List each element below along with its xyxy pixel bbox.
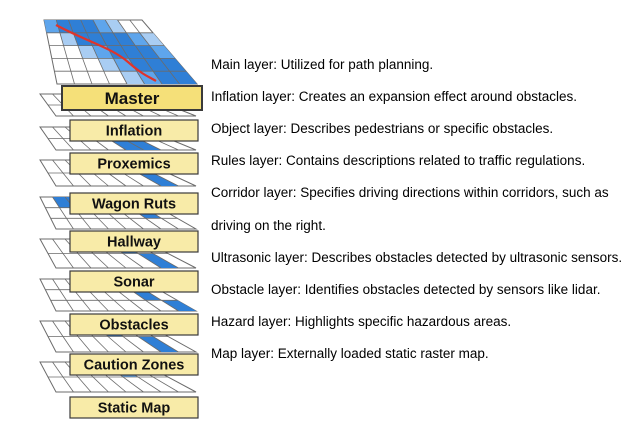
layer-description-5: Corridor layer: Specifies driving direct… [211, 185, 609, 200]
layer-label-box [69, 270, 199, 293]
grid-cell [113, 58, 137, 72]
layer-label-box [69, 230, 199, 253]
grid-cell [138, 336, 179, 352]
layer-label-text: Wagon Ruts [92, 197, 176, 213]
layer-description-1: Main layer: Utilized for path planning. [211, 57, 434, 72]
layer-label-1: Master [61, 85, 203, 111]
layer-label-box [69, 192, 199, 215]
layer-description-8: Obstacle layer: Identifies obstacles det… [211, 282, 601, 297]
layer-label-5: Hallway [69, 230, 199, 253]
layer-description-10: Map layer: Externally loaded static rast… [211, 346, 489, 361]
layer-label-text: Proxemics [97, 157, 170, 173]
planned-path-line [55, 24, 157, 82]
layer-label-7: Obstacles [69, 313, 199, 336]
layer-label-2: Inflation [69, 119, 199, 142]
layer-label-text: Sonar [113, 275, 154, 291]
grid-cell [135, 45, 160, 59]
layer-label-box [61, 85, 203, 111]
grid-cell [59, 32, 78, 46]
grid-cell [149, 45, 175, 59]
grid-cell [139, 32, 164, 46]
grid-cell [126, 32, 150, 46]
layer-label-text: Hallway [107, 235, 161, 251]
grid-cell [77, 45, 98, 59]
grid-cell [80, 20, 100, 33]
layer-label-box [69, 152, 199, 175]
layer-label-text: Inflation [106, 124, 162, 140]
layer-label-3: Proxemics [69, 152, 199, 175]
layer-description-4: Rules layer: Contains descriptions relat… [211, 153, 586, 168]
layer-label-text: Caution Zones [84, 358, 185, 374]
layer-description-6: driving on the right. [211, 218, 326, 233]
grid-cell [56, 20, 74, 33]
layer-label-box [69, 353, 199, 376]
layer-description-3: Object layer: Describes pedestrians or s… [211, 121, 554, 136]
grid-cell [138, 173, 179, 186]
grid-cell [138, 253, 179, 268]
grid-cell [93, 20, 114, 33]
layer-description-9: Hazard layer: Highlights specific hazard… [211, 314, 512, 329]
grid-cell [159, 58, 186, 72]
layer-label-text: Master [105, 89, 160, 108]
layer-description-7: Ultrasonic layer: Describes obstacles de… [211, 250, 623, 265]
layer-label-8: Caution Zones [69, 353, 199, 376]
grid-cell [169, 71, 197, 84]
layer-label-box [69, 313, 199, 336]
layer-label-text: Static Map [98, 401, 171, 417]
layer-stack-diagram: Master Inflation Proxemics Wagon Ruts Hallwa… [39, 19, 203, 419]
layer-grid-0 [43, 19, 199, 85]
layer-label-9: Static Map [69, 396, 199, 419]
grid-cell [144, 58, 170, 72]
grid-cell [113, 32, 136, 46]
layer-description-2: Inflation layer: Creates an expansion ef… [211, 89, 577, 104]
grid-cell [121, 45, 145, 59]
layer-label-box [69, 396, 199, 419]
grid-cell [153, 71, 180, 84]
grid-cell [161, 300, 196, 311]
layer-label-6: Sonar [69, 270, 199, 293]
grid-cell [105, 20, 127, 33]
grid-cell [44, 20, 60, 33]
layer-label-box [69, 119, 199, 142]
layer-label-text: Obstacles [99, 318, 168, 334]
layer-label-4: Wagon Ruts [69, 192, 199, 215]
